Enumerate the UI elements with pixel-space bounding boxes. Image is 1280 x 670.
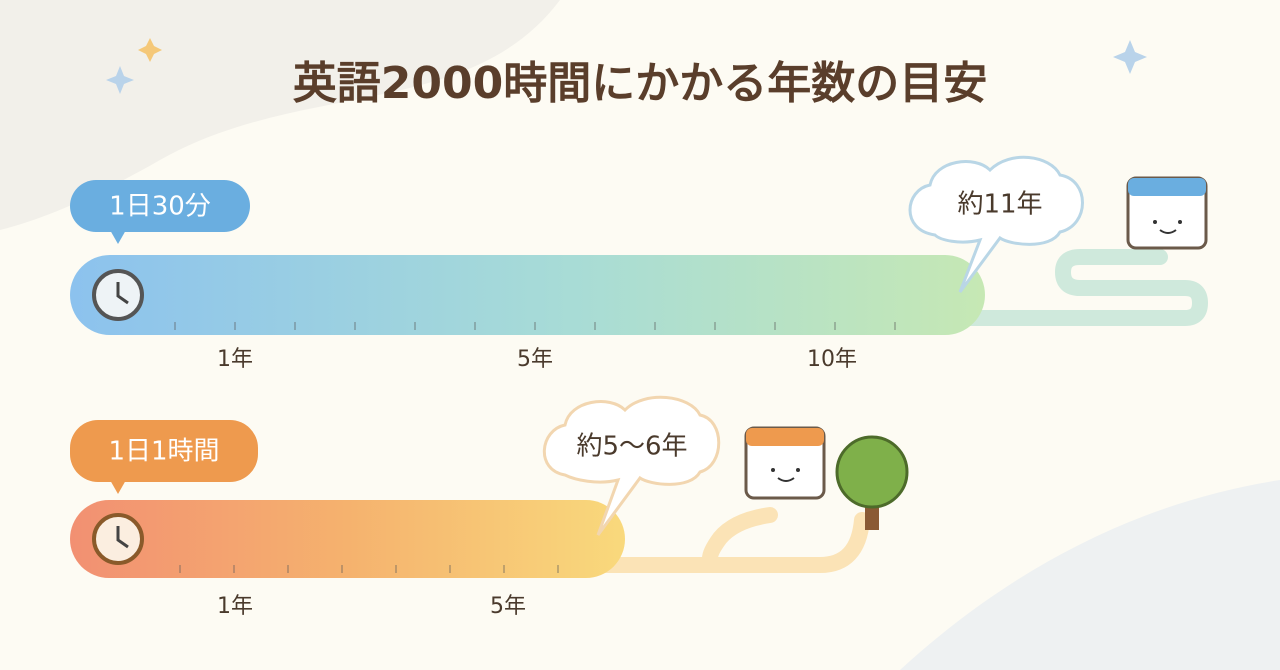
estimate: 約5〜6年 (576, 432, 687, 462)
bg-shape (0, 0, 560, 230)
bubble (542, 395, 721, 536)
tick-label: 1年 (217, 347, 253, 372)
bar (70, 255, 985, 335)
bubble (908, 155, 1084, 293)
bar (70, 500, 625, 578)
tick-label: 10年 (807, 347, 857, 372)
estimate: 約11年 (957, 190, 1042, 220)
pill-tail (110, 230, 126, 244)
road (592, 507, 870, 573)
title: 英語2000時間にかかる年数の目安 (293, 58, 987, 109)
pill (70, 420, 258, 482)
pill-tail (110, 480, 126, 494)
row-label: 1日30分 (109, 192, 211, 222)
road (952, 249, 1209, 326)
clock-hand (116, 526, 129, 549)
tree-icon (835, 435, 909, 530)
calendar-icon (744, 426, 826, 500)
pill (70, 180, 250, 232)
bg-shape (900, 480, 1280, 670)
calendar-icon (1126, 176, 1208, 250)
tick-label: 1年 (217, 594, 253, 619)
tick-label: 5年 (490, 594, 526, 619)
sparkle (106, 40, 1147, 94)
clock-hand (116, 282, 129, 305)
tick-label: 5年 (517, 347, 553, 372)
row-label: 1日1時間 (108, 437, 219, 467)
sparkle (138, 38, 162, 62)
